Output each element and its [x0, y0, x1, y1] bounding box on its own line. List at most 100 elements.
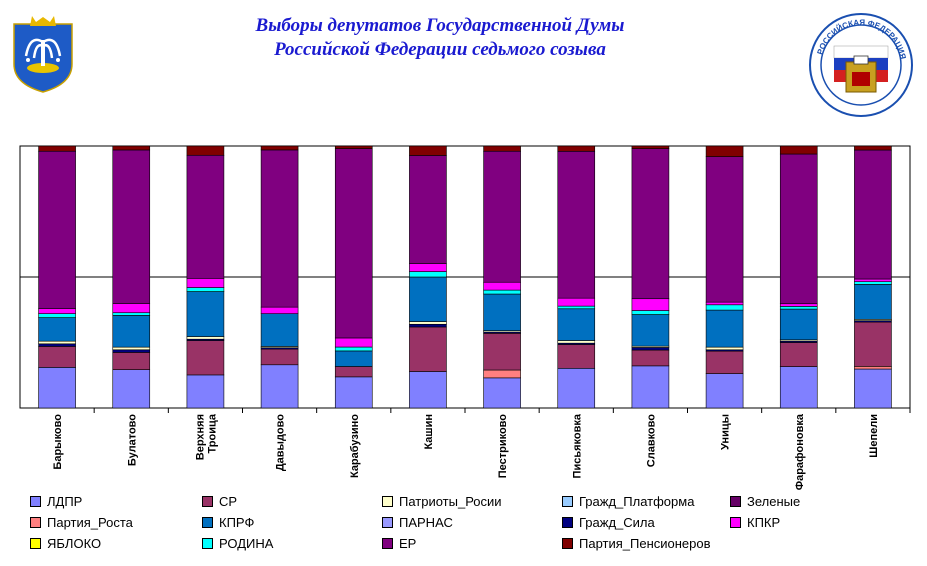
x-tick-label-group: Письяковка — [571, 413, 583, 478]
legend-label: СР — [219, 494, 238, 509]
x-tick-label: Давыдово — [275, 414, 287, 471]
legend-label: КПРФ — [219, 515, 255, 530]
bar-segment — [38, 343, 76, 347]
x-tick-label: Булатово — [126, 414, 138, 466]
x-tick-label-group: ВерхняяТроица — [194, 413, 218, 460]
bar-segment — [334, 366, 373, 378]
bar-segment — [854, 281, 892, 285]
legend-label: ЯБЛОКО — [47, 536, 102, 551]
legend-label: Партия_Роста — [47, 515, 133, 530]
bar-segment — [779, 153, 818, 305]
legend-swatch — [202, 538, 213, 549]
x-tick-label: Фарафоновка — [794, 413, 806, 490]
bar-segment — [483, 293, 521, 332]
bar-segment — [483, 289, 521, 295]
bar-segment — [409, 145, 447, 156]
legend-swatch — [382, 496, 393, 507]
x-tick-label: ВерхняяТроица — [194, 413, 218, 460]
bar-segment — [38, 308, 76, 314]
bar-segment — [409, 371, 447, 409]
bar-segment — [409, 321, 447, 325]
bar-segment — [260, 149, 299, 308]
bar-segment — [483, 281, 521, 291]
x-tick-label-group: Булатово — [126, 414, 138, 466]
bar-segment — [631, 365, 670, 409]
x-tick-label: Письяковка — [571, 413, 583, 478]
bar-segment — [557, 297, 596, 307]
bar-segment — [334, 346, 373, 352]
bar-segment — [334, 148, 373, 339]
bar-segment — [779, 308, 818, 341]
bar-segment — [854, 278, 892, 283]
bar-segment — [854, 145, 892, 151]
bar-segment — [705, 156, 744, 303]
bar-segment — [705, 309, 744, 348]
bar-segment — [112, 149, 151, 304]
legend-label: Партия_Пенсионеров — [579, 536, 711, 551]
bar-segment — [112, 312, 151, 316]
legend-label: Гражд_Сила — [579, 515, 655, 530]
legend-item: СР — [202, 494, 237, 509]
bar-segment — [705, 350, 744, 374]
x-tick-label-group: Славково — [645, 414, 657, 468]
bar-segment — [557, 308, 596, 341]
legend-label: Гражд_Платформа — [579, 494, 695, 509]
legend-label: ЕР — [399, 536, 417, 551]
bar-segment — [112, 346, 151, 351]
legend-label: Зеленые — [747, 494, 801, 509]
legend-swatch — [30, 538, 41, 549]
x-tick-label: Уницы — [720, 414, 732, 450]
legend-item: Зеленые — [730, 494, 800, 509]
x-tick-label-group: Фарафоновка — [794, 413, 806, 490]
legend-swatch — [30, 517, 41, 528]
bar-segment — [557, 340, 596, 344]
bar-segment — [186, 154, 225, 279]
bar-segment — [631, 349, 670, 367]
bar-segment — [631, 347, 670, 351]
bar-segment — [186, 278, 225, 288]
title-line-1: Выборы депутатов Государственной Думы — [255, 15, 625, 36]
bar-segment — [705, 373, 744, 409]
legend-swatch — [202, 496, 213, 507]
legend-swatch — [382, 538, 393, 549]
legend-label: ПАРНАС — [399, 515, 453, 530]
bar-segment — [409, 326, 447, 372]
x-tick-label-group: Кашин — [423, 414, 435, 450]
bar-segment — [112, 369, 151, 409]
bar-segment — [631, 314, 670, 347]
x-tick-label-group: Шепели — [868, 414, 880, 458]
legend-item: КПКР — [730, 515, 780, 530]
bar-segment — [260, 306, 299, 314]
legend-item: Гражд_Сила — [562, 515, 655, 530]
x-tick-label: Шепели — [868, 414, 880, 458]
legend-label: ЛДПР — [47, 494, 83, 509]
bar-segment — [112, 303, 151, 314]
legend-swatch — [562, 496, 573, 507]
bar-segment — [631, 148, 670, 300]
legend-item: КПРФ — [202, 515, 254, 530]
bar-segment — [334, 376, 373, 409]
legend-item: ПАРНАС — [382, 515, 453, 530]
bar-segment — [705, 346, 744, 351]
bar-segment — [854, 321, 892, 367]
bar-segment — [38, 346, 76, 368]
bar-segment — [779, 306, 818, 310]
bar-segment — [38, 313, 76, 318]
legend-item: Партия_Пенсионеров — [562, 536, 711, 551]
bar-segment — [779, 145, 818, 155]
bar-segment — [260, 145, 299, 151]
x-tick-label-group: Давыдово — [275, 414, 287, 471]
bar-segment — [483, 369, 521, 379]
legend-swatch — [562, 538, 573, 549]
bar-segment — [334, 145, 373, 149]
x-tick-label: Славково — [645, 414, 657, 468]
legend-label: РОДИНА — [219, 536, 274, 551]
legend-item: Патриоты_Росии — [382, 494, 502, 509]
bar-segment — [112, 349, 151, 353]
bar-segment — [631, 298, 670, 311]
bar-segment — [112, 352, 151, 370]
bar-segment — [260, 313, 299, 347]
x-tick-label: Карабузино — [349, 414, 361, 478]
bar-segment — [186, 145, 225, 156]
